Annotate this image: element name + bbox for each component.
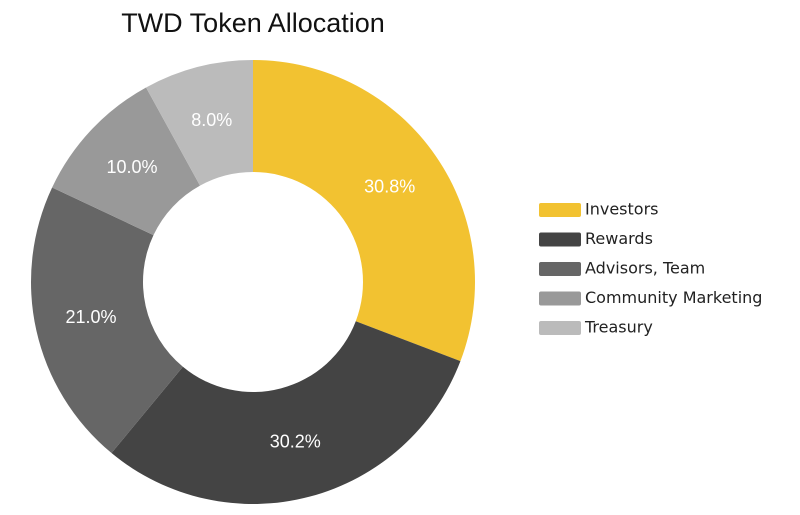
donut-slice [52,87,201,236]
slice-label: 30.2% [270,431,321,451]
donut-slice [111,321,461,505]
donut-slice [253,60,475,362]
slice-label: 21.0% [65,307,116,327]
slice-label: 30.8% [364,177,415,197]
legend-label: Community Marketing [585,288,762,307]
slice-label: 8.0% [191,110,232,130]
legend-label: Rewards [585,229,653,248]
chart-title: TWD Token Allocation [121,8,385,38]
donut-slice [30,187,183,454]
legend-swatch [539,262,581,276]
legend-label: Advisors, Team [585,259,705,278]
legend-swatch [539,232,581,247]
legend-swatch [539,321,581,335]
donut-slice [146,60,253,186]
legend-label: Treasury [584,318,653,337]
legend-label: Investors [585,200,658,219]
legend-swatch [539,291,581,306]
slice-label: 10.0% [106,157,157,177]
legend-swatch [539,203,581,217]
